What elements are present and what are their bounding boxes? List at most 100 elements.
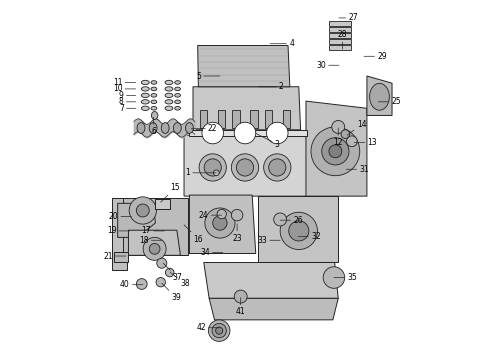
Circle shape xyxy=(234,122,256,144)
Circle shape xyxy=(129,197,156,224)
Ellipse shape xyxy=(151,94,157,97)
Text: 30: 30 xyxy=(316,61,339,70)
Circle shape xyxy=(136,279,147,289)
Bar xyxy=(329,45,351,50)
Text: 14: 14 xyxy=(347,120,367,135)
Circle shape xyxy=(267,122,288,144)
Text: 16: 16 xyxy=(184,225,203,244)
Ellipse shape xyxy=(165,93,173,98)
Circle shape xyxy=(213,216,227,230)
Ellipse shape xyxy=(165,87,173,91)
Circle shape xyxy=(214,170,219,176)
Ellipse shape xyxy=(151,81,157,84)
Circle shape xyxy=(269,159,286,176)
Text: 9: 9 xyxy=(119,91,136,100)
Ellipse shape xyxy=(175,87,180,91)
Circle shape xyxy=(217,210,226,219)
Circle shape xyxy=(341,130,350,138)
Text: 18: 18 xyxy=(139,236,162,245)
Ellipse shape xyxy=(151,100,157,104)
Circle shape xyxy=(199,154,226,181)
Circle shape xyxy=(236,159,254,176)
Ellipse shape xyxy=(175,107,180,110)
Polygon shape xyxy=(193,87,300,130)
Text: 24: 24 xyxy=(199,211,221,220)
Polygon shape xyxy=(123,198,188,255)
Circle shape xyxy=(166,268,174,277)
Circle shape xyxy=(322,138,349,165)
Circle shape xyxy=(231,210,243,221)
Bar xyxy=(232,110,240,128)
Polygon shape xyxy=(128,230,180,255)
Text: 1: 1 xyxy=(185,168,216,177)
Text: 32: 32 xyxy=(298,232,321,241)
Text: 42: 42 xyxy=(196,323,219,332)
Circle shape xyxy=(311,127,360,176)
Circle shape xyxy=(202,122,223,144)
Text: 33: 33 xyxy=(257,236,280,245)
Text: 17: 17 xyxy=(142,226,164,235)
Text: 28: 28 xyxy=(338,30,347,49)
Text: 10: 10 xyxy=(113,84,136,93)
Text: 11: 11 xyxy=(113,78,136,87)
Polygon shape xyxy=(114,252,128,262)
Text: 12: 12 xyxy=(334,128,343,147)
Ellipse shape xyxy=(141,93,149,98)
Text: 20: 20 xyxy=(109,212,131,221)
Ellipse shape xyxy=(175,100,180,104)
Circle shape xyxy=(323,267,344,288)
Ellipse shape xyxy=(149,123,157,134)
Ellipse shape xyxy=(151,87,157,91)
Ellipse shape xyxy=(151,112,158,120)
Ellipse shape xyxy=(165,100,173,104)
Polygon shape xyxy=(184,135,313,196)
Ellipse shape xyxy=(165,106,173,111)
Ellipse shape xyxy=(173,123,181,134)
Ellipse shape xyxy=(165,80,173,85)
Text: 8: 8 xyxy=(119,97,136,106)
Circle shape xyxy=(149,243,160,254)
Circle shape xyxy=(332,121,344,134)
Ellipse shape xyxy=(141,80,149,85)
Bar xyxy=(329,33,351,38)
Text: 13: 13 xyxy=(354,138,377,147)
Circle shape xyxy=(157,258,167,268)
Circle shape xyxy=(136,204,149,217)
Ellipse shape xyxy=(151,107,157,110)
Ellipse shape xyxy=(141,100,149,104)
Text: 19: 19 xyxy=(107,226,129,235)
Circle shape xyxy=(231,154,259,181)
Polygon shape xyxy=(197,45,290,87)
Polygon shape xyxy=(190,195,256,253)
Text: 5: 5 xyxy=(196,72,220,81)
Ellipse shape xyxy=(175,94,180,97)
Polygon shape xyxy=(155,199,170,210)
Bar xyxy=(265,110,272,128)
Text: 34: 34 xyxy=(200,248,223,257)
Circle shape xyxy=(156,278,166,287)
Text: 41: 41 xyxy=(236,298,245,316)
Polygon shape xyxy=(209,298,338,320)
Circle shape xyxy=(205,208,235,238)
Text: 37: 37 xyxy=(163,263,182,282)
Text: 4: 4 xyxy=(270,39,294,48)
Text: 15: 15 xyxy=(161,183,180,202)
Ellipse shape xyxy=(369,84,390,110)
Ellipse shape xyxy=(175,81,180,84)
Text: 2: 2 xyxy=(259,82,283,91)
Text: 21: 21 xyxy=(103,252,126,261)
Circle shape xyxy=(234,290,247,303)
Text: 26: 26 xyxy=(280,216,303,225)
Ellipse shape xyxy=(137,123,145,134)
Circle shape xyxy=(143,237,166,260)
Text: 39: 39 xyxy=(162,283,181,302)
Circle shape xyxy=(264,154,291,181)
Ellipse shape xyxy=(161,123,169,134)
Circle shape xyxy=(212,323,226,338)
Circle shape xyxy=(274,213,287,226)
Circle shape xyxy=(289,221,309,241)
Text: 22: 22 xyxy=(191,124,218,133)
Polygon shape xyxy=(367,76,392,116)
Polygon shape xyxy=(258,196,338,262)
Circle shape xyxy=(216,327,223,334)
